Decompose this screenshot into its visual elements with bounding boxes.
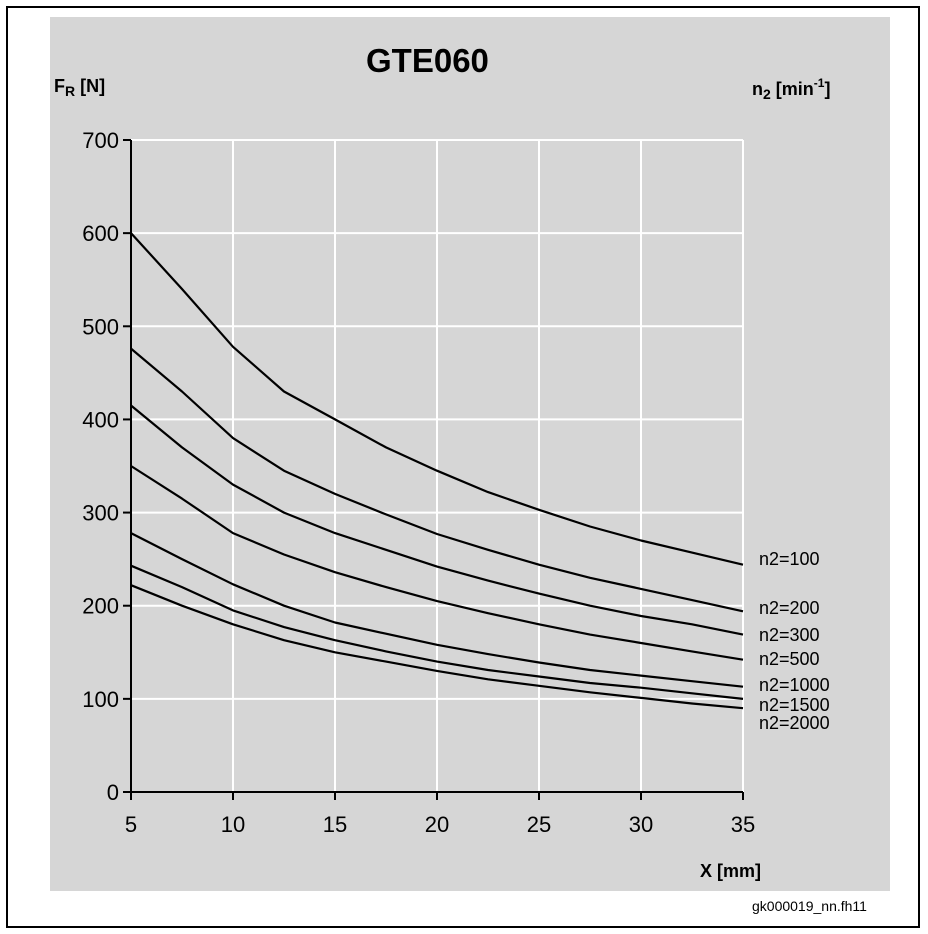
y-tick-label: 0 [107,780,119,805]
y-tick-label: 600 [82,221,119,246]
series-line-n2-2000 [130,584,744,710]
series-label: n2=100 [759,549,820,569]
grid-lines [131,139,744,792]
series-labels: n2=100 n2=200 n2=300 n2=500 n2=1000n2=1500n2… [759,549,830,733]
series-line-n2-100 [130,232,744,566]
x-tick-label: 20 [425,812,449,837]
y-tick-label: 400 [82,407,119,432]
series-lines [130,232,744,710]
series-label: n2=500 [759,649,820,669]
series-label: n2=300 [759,625,820,645]
series-label: n2=2000 [759,713,830,733]
y-axis-label: FR [N] [54,76,106,99]
series-label: n2=1500 [759,695,830,715]
x-tick-label: 25 [527,812,551,837]
x-tick-label: 5 [125,812,137,837]
tick-labels: 0 100 200 300 400 500 600 700 5 10 15 20 25 30 35 [82,128,755,837]
series-line-n2-500 [130,465,744,661]
series-line-n2-300 [130,404,744,636]
series-line-n2-1500 [130,564,744,700]
x-tick-label: 10 [221,812,245,837]
speed-unit-label: n2 [min-1] [752,76,831,102]
series-line-n2-200 [130,347,744,613]
series-line-n2-1000 [130,532,744,688]
series-label: n2=200 [759,598,820,618]
y-tick-label: 500 [82,314,119,339]
x-tick-label: 15 [323,812,347,837]
series-label: n2=1000 [759,675,830,695]
y-tick-label: 300 [82,501,119,526]
chart-title: GTE060 [366,42,489,79]
y-tick-label: 100 [82,687,119,712]
x-axis-label: X [mm] [700,861,762,881]
x-tick-label: 30 [629,812,653,837]
figure-id-caption: gk000019_nn.fh11 [752,898,867,914]
y-tick-label: 200 [82,594,119,619]
y-tick-label: 700 [82,128,119,153]
x-tick-label: 35 [731,812,755,837]
